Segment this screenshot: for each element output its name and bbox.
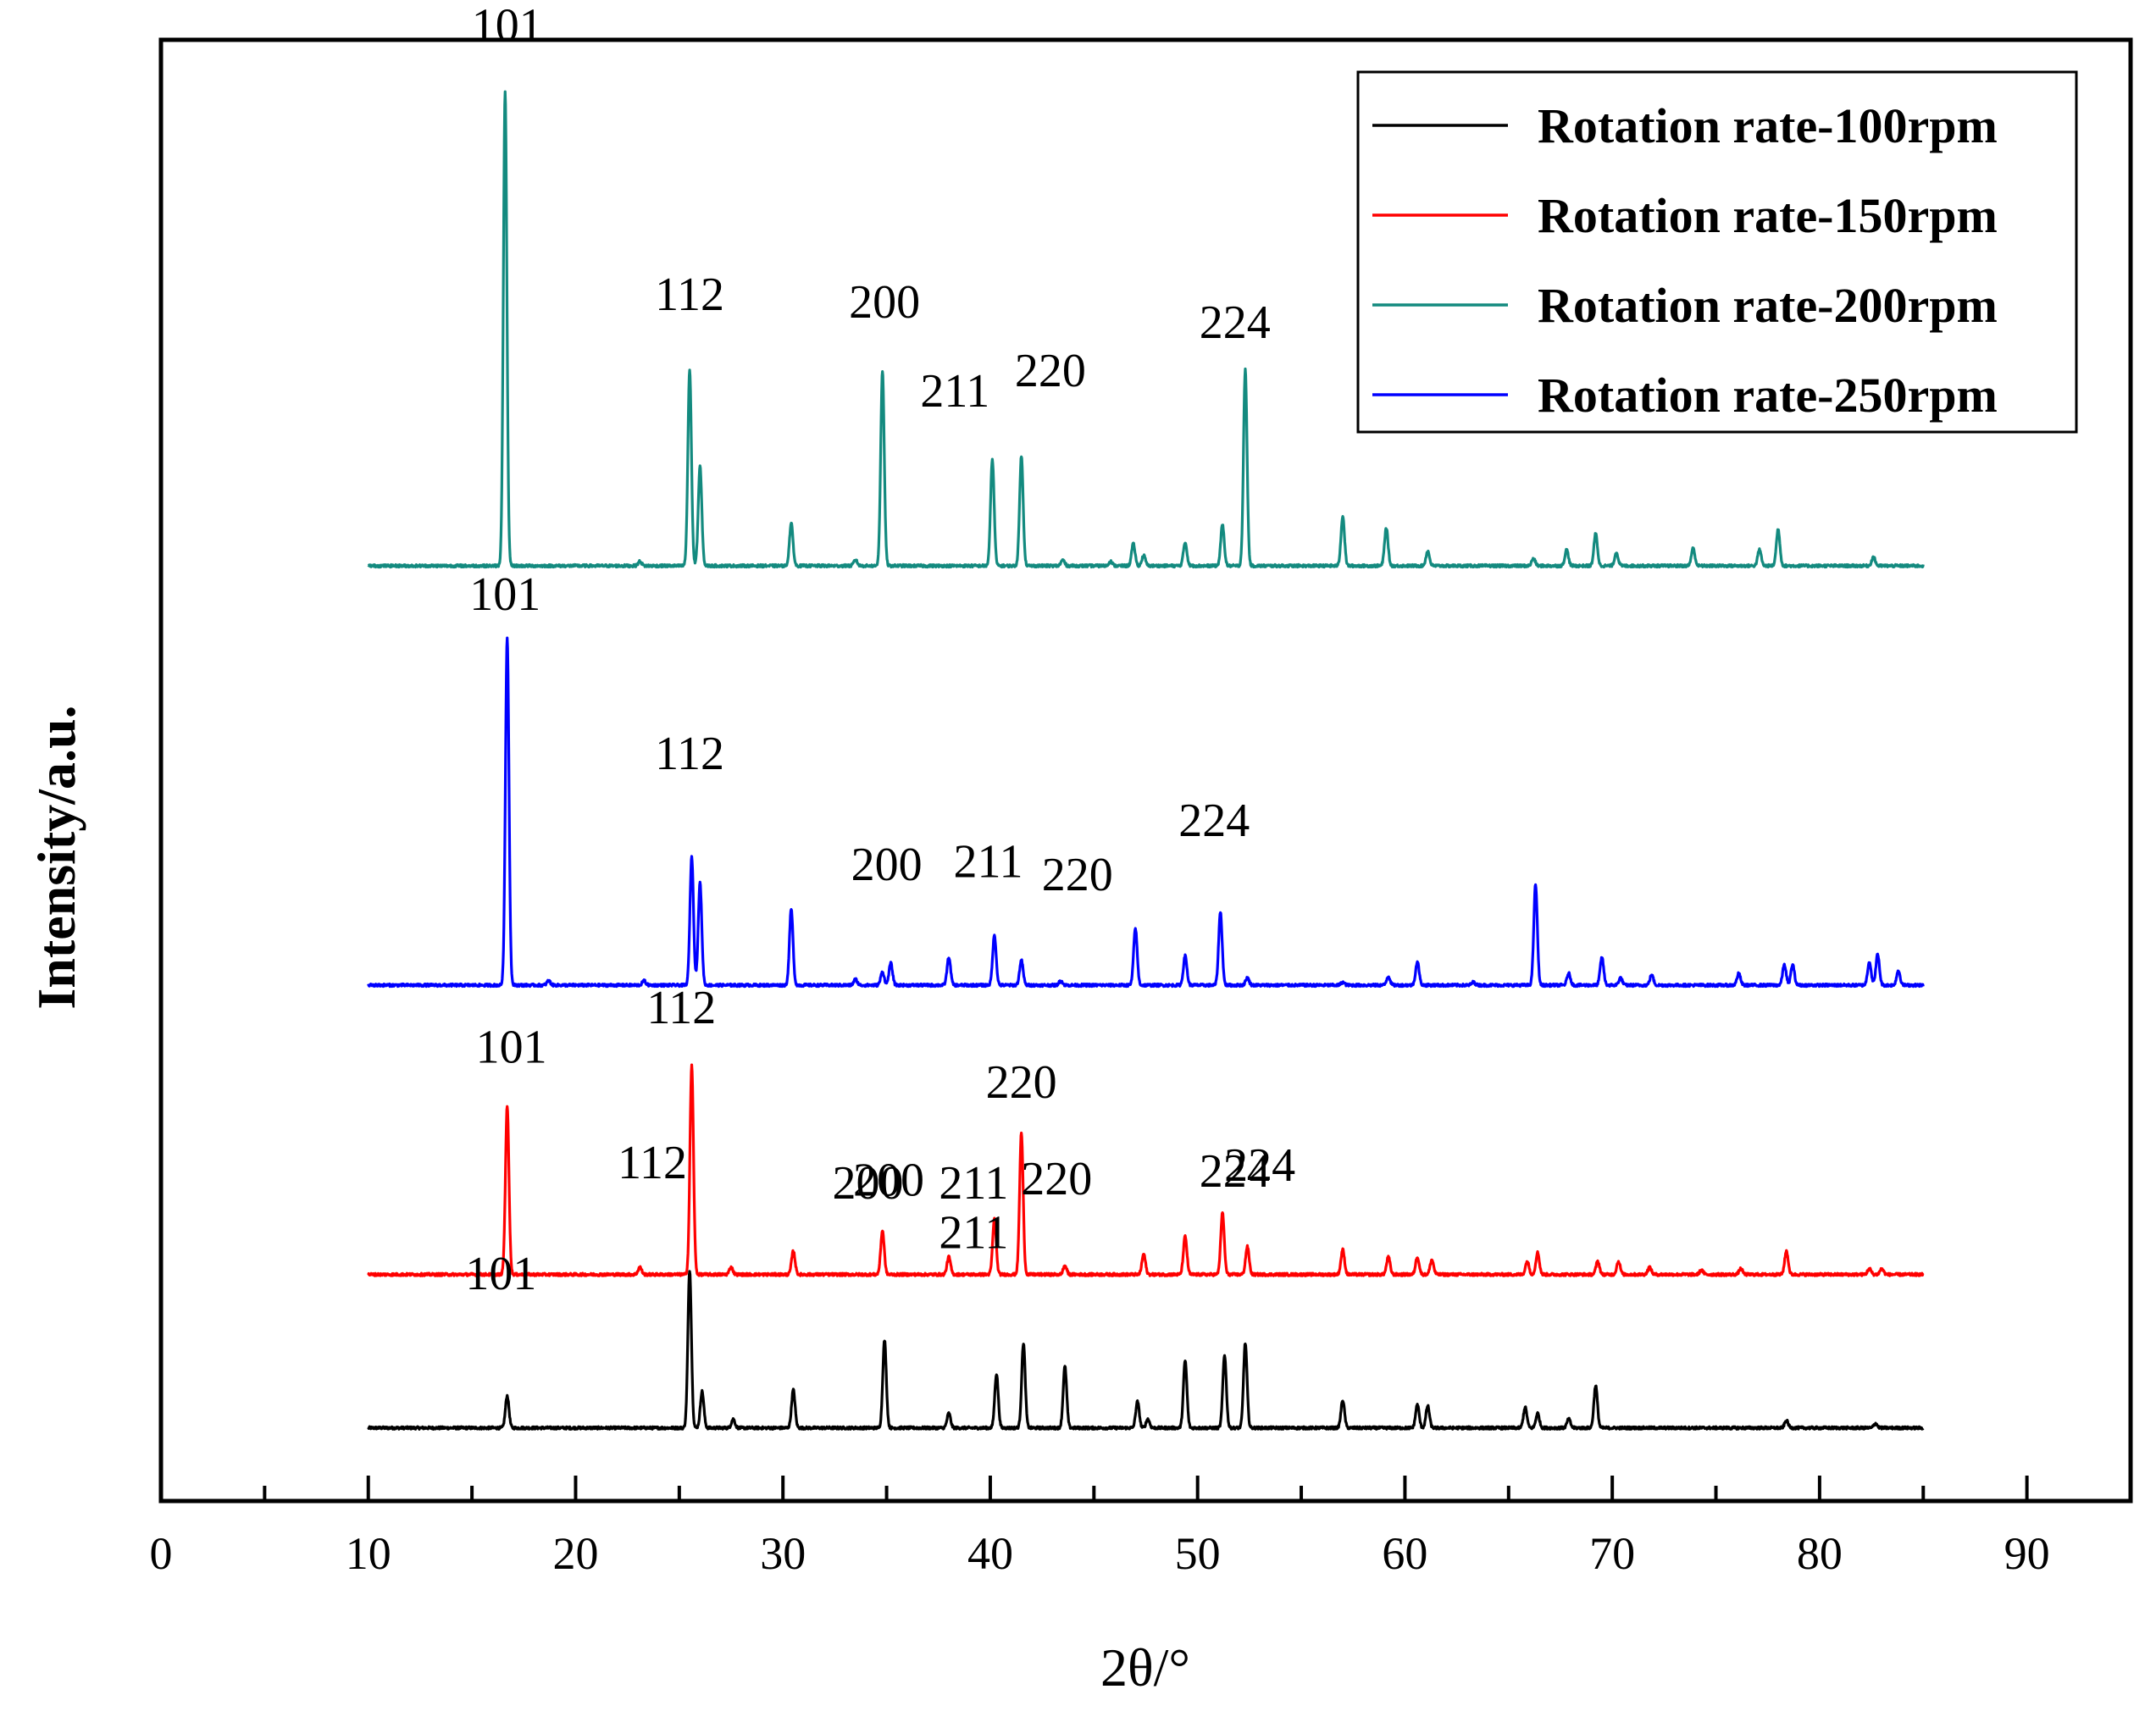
x-tick-label: 40 <box>967 1528 1013 1579</box>
x-tick-label: 0 <box>150 1528 173 1579</box>
peak-label-224: 224 <box>1224 1139 1295 1192</box>
series-line-rotation-rate-250rpm <box>367 636 1925 989</box>
peak-label-224: 224 <box>1200 1145 1271 1198</box>
x-tick-label: 80 <box>1797 1528 1843 1579</box>
legend: Rotation rate-100rpm Rotation rate-150rpm… <box>1356 70 2078 434</box>
peak-label-220: 220 <box>1021 1153 1092 1205</box>
peak-label-200: 200 <box>853 1154 924 1206</box>
peak-label-211: 211 <box>920 365 989 418</box>
series-group <box>367 90 1925 1431</box>
legend-label: Rotation rate-200rpm <box>1538 278 1998 333</box>
legend-label: Rotation rate-150rpm <box>1538 188 1998 243</box>
peak-label-200: 200 <box>851 839 923 891</box>
series-line-rotation-rate-150rpm <box>367 1063 1925 1277</box>
x-axis-title: 2θ/° <box>1100 1637 1190 1698</box>
peak-label-112: 112 <box>655 728 724 780</box>
peak-label-101: 101 <box>465 1248 536 1300</box>
peak-label-220: 220 <box>1015 345 1086 397</box>
peak-label-220: 220 <box>986 1056 1057 1109</box>
x-tick-label: 10 <box>346 1528 391 1579</box>
peak-label-200: 200 <box>833 1157 904 1210</box>
peak-label-220: 220 <box>1042 849 1113 901</box>
peak-label-224: 224 <box>1200 296 1271 349</box>
x-tick-label: 90 <box>2004 1528 2050 1579</box>
peak-label-101: 101 <box>469 568 540 621</box>
series-line-rotation-rate-100rpm <box>367 1270 1925 1431</box>
peak-label-112: 112 <box>655 269 724 321</box>
plot-frame <box>158 37 2133 1504</box>
peak-label-224: 224 <box>1178 795 1250 847</box>
peak-label-112: 112 <box>646 982 716 1034</box>
y-axis-title: Intensity/a.u. <box>26 705 86 1009</box>
peak-label-101: 101 <box>476 1022 547 1074</box>
x-tick-label: 20 <box>552 1528 598 1579</box>
legend-label: Rotation rate-250rpm <box>1538 368 1998 423</box>
x-tick-label: 50 <box>1175 1528 1221 1579</box>
peak-label-211: 211 <box>954 835 1023 888</box>
x-tick-label: 60 <box>1382 1528 1427 1579</box>
peak-label-112: 112 <box>618 1137 687 1189</box>
peak-label-101: 101 <box>472 0 543 53</box>
legend-items: Rotation rate-100rpm Rotation rate-150rpm… <box>1372 98 1998 423</box>
legend-label: Rotation rate-100rpm <box>1538 98 1998 153</box>
peak-label-211: 211 <box>939 1207 1008 1260</box>
legend-box <box>1356 70 2078 434</box>
series-line-rotation-rate-200rpm <box>367 90 1925 569</box>
x-axis-ticks: 0 10 20 30 40 50 60 70 80 90 <box>150 1476 2132 1579</box>
peak-label-200: 200 <box>849 276 920 329</box>
x-tick-label: 70 <box>1589 1528 1635 1579</box>
x-tick-label: 30 <box>760 1528 806 1579</box>
peak-label-211: 211 <box>939 1157 1008 1210</box>
